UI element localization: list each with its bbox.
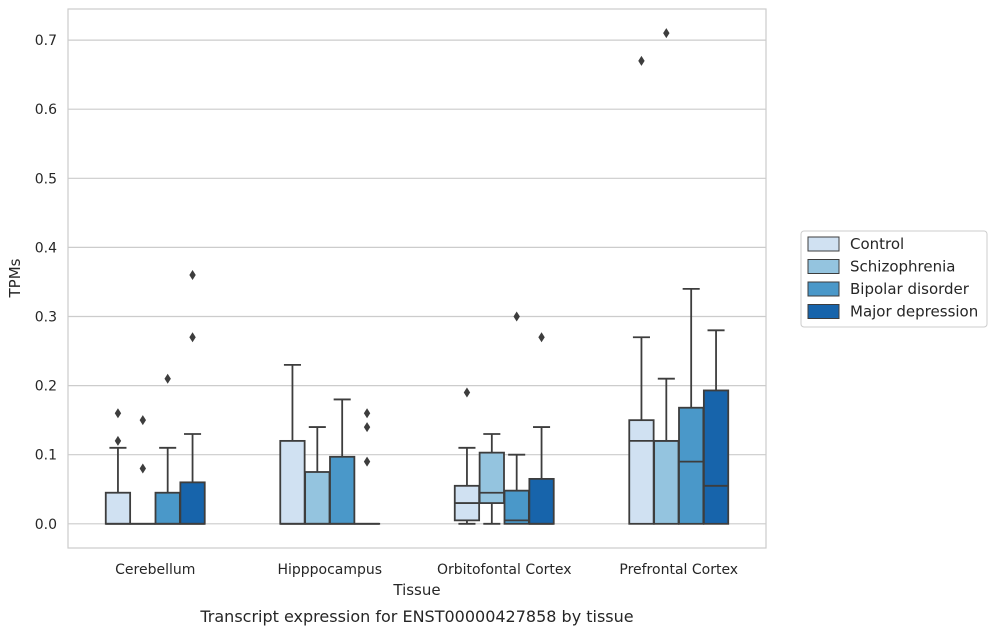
outlier-point [663,28,670,39]
box-bipolar-disorder [678,287,705,525]
outlier-point [189,270,196,281]
box-bipolar-disorder [154,373,181,525]
box-body [702,389,730,525]
outlier-point [189,332,196,343]
legend: Control Schizophrenia Bipolar disorder Majo… [800,230,988,328]
box-major-depression [353,408,381,525]
legend-item: Major depression [807,303,978,321]
box-body [478,451,505,504]
outlier-point [463,387,471,398]
legend-label: Bipolar disorder [850,280,970,298]
box-control [279,363,306,525]
x-tick-label: Cerebellum [115,562,195,578]
legend-item: Control [807,235,904,253]
x-axis-label: Tissue [392,581,440,599]
box-body [678,406,705,525]
box-major-depression [528,332,555,525]
y-tick-label: 0.2 [35,379,57,395]
legend-label: Schizophrenia [850,258,955,276]
box-body [329,455,356,525]
box-major-depression [179,270,206,525]
box-control [453,387,481,525]
box-body [653,439,680,525]
box-control [628,55,655,525]
box-body [104,491,132,525]
y-tick-label: 0.1 [35,448,57,464]
box-body [154,491,181,525]
x-tick-label: Orbitofontal Cortex [437,562,572,578]
box-body [628,419,655,525]
legend-swatch [807,259,840,274]
y-tick-label: 0.4 [35,240,57,256]
box-body [179,481,206,525]
x-tick-label: Prefrontal Cortex [619,562,738,578]
box-control [104,408,132,525]
outlier-point [164,373,171,384]
legend-swatch [807,304,840,319]
y-tick-label: 0.0 [35,517,57,533]
box-bipolar-disorder [329,398,356,525]
legend-item: Schizophrenia [807,258,955,276]
y-tick-label: 0.3 [35,310,57,326]
plot-frame [67,8,767,549]
x-tick-label: Hipppocampus [277,562,382,578]
outlier-point [538,332,545,343]
legend-label: Control [850,235,904,253]
legend-label: Major depression [850,303,978,321]
box-body [528,477,555,525]
outlier-point [363,408,371,419]
box-schizophrenia [478,433,505,525]
box-body [279,439,306,525]
y-axis-label: TPMs [6,258,24,298]
legend-swatch [807,236,840,252]
outlier-point [638,55,645,66]
outlier-point [363,422,371,433]
y-tick-label: 0.5 [35,171,57,187]
legend-swatch [807,281,840,297]
legend-item: Bipolar disorder [807,280,970,298]
outlier-point [139,463,147,474]
outlier-point [114,408,122,419]
outlier-point [363,456,371,467]
outlier-point [114,435,122,446]
chart-caption: Transcript expression for ENST0000042785… [199,607,633,626]
box-schizophrenia [304,426,331,525]
box-schizophrenia [129,415,156,525]
box-body [304,471,331,525]
outlier-point [513,311,520,322]
box-groups [104,28,730,525]
x-axis-ticks: Cerebellum Hipppocampus Orbitofontal Corte… [115,562,738,578]
box-major-depression [702,329,730,525]
y-axis-ticks: 0.0 0.1 0.2 0.3 0.4 0.5 0.6 0.7 [35,33,57,533]
box-schizophrenia [653,28,680,525]
y-tick-label: 0.7 [35,33,57,49]
y-tick-label: 0.6 [35,102,57,118]
outlier-point [139,415,147,426]
legend-frame [800,230,988,328]
box-body [503,489,530,525]
